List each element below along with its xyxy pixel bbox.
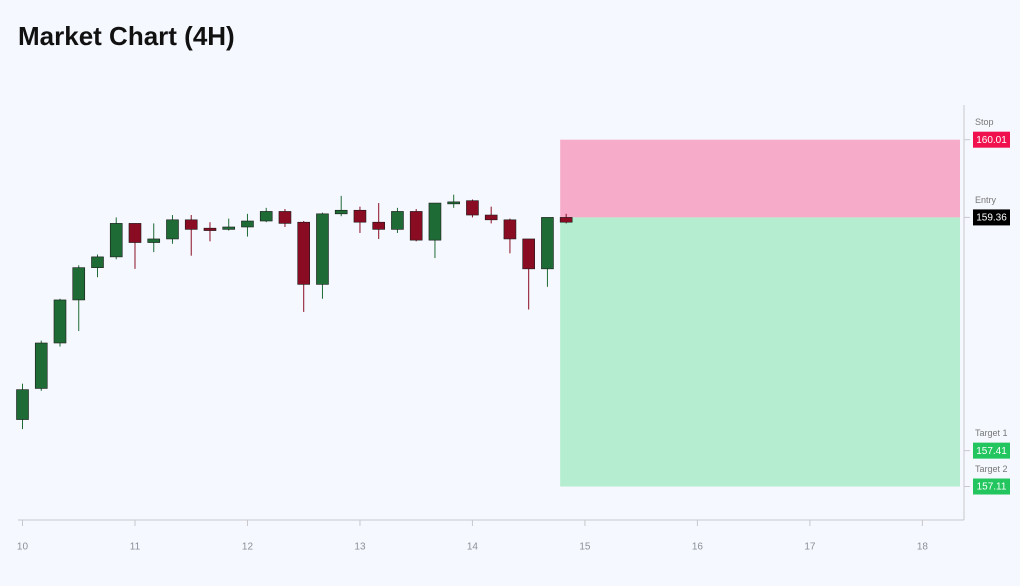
candle-body <box>428 202 442 241</box>
level-value: 157.11 <box>977 482 1007 493</box>
candle-body <box>91 256 104 268</box>
candle-body <box>72 267 86 301</box>
level-badge <box>973 209 1010 226</box>
level-badge <box>973 478 1010 495</box>
candle-body <box>184 219 198 230</box>
candle-body <box>447 201 460 205</box>
candle-body <box>34 342 48 389</box>
candle-body <box>334 209 348 215</box>
candle-body <box>53 299 67 344</box>
level-badge <box>973 442 1010 459</box>
level-name: Entry <box>975 195 997 205</box>
x-tick-label: 10 <box>17 542 29 553</box>
x-tick-label: 16 <box>692 542 704 553</box>
x-tick-label: 18 <box>917 542 929 553</box>
candle-body <box>466 200 479 216</box>
level-name: Target 1 <box>975 428 1008 438</box>
level-value: 157.41 <box>976 446 1007 457</box>
candle-body <box>391 211 404 230</box>
candle-body <box>203 227 217 231</box>
candle-body <box>353 209 367 223</box>
candle-body <box>372 221 386 230</box>
level-value: 159.36 <box>976 213 1007 224</box>
level-value: 160.01 <box>976 135 1007 146</box>
chart-title: Market Chart (4H) <box>18 21 235 51</box>
candle-body <box>147 238 161 243</box>
level-badge <box>973 131 1010 148</box>
x-tick-label: 15 <box>579 542 591 553</box>
candle-body <box>484 214 498 221</box>
candle-body <box>166 219 179 240</box>
candle-body <box>278 211 292 224</box>
candle-body <box>409 211 423 241</box>
x-tick-label: 12 <box>242 542 254 553</box>
x-tick-label: 11 <box>130 542 141 553</box>
stop-zone <box>560 139 960 218</box>
target-zone <box>560 217 960 487</box>
x-tick-label: 17 <box>804 542 816 553</box>
x-tick-label: 13 <box>354 542 366 553</box>
level-name: Target 2 <box>975 464 1008 474</box>
x-tick-label: 14 <box>467 542 479 553</box>
candle-body <box>316 213 329 285</box>
candle-body <box>541 217 554 270</box>
candle-body <box>222 226 236 230</box>
candle-body <box>522 238 535 270</box>
level-name: Stop <box>975 117 994 127</box>
candle-body <box>16 389 29 420</box>
candle-body <box>259 211 273 222</box>
candle-body <box>559 217 573 223</box>
candle-body <box>128 223 142 243</box>
candle-body <box>297 221 311 285</box>
candle-body <box>109 223 123 258</box>
candle-body <box>503 219 517 240</box>
candle-body <box>241 220 254 228</box>
